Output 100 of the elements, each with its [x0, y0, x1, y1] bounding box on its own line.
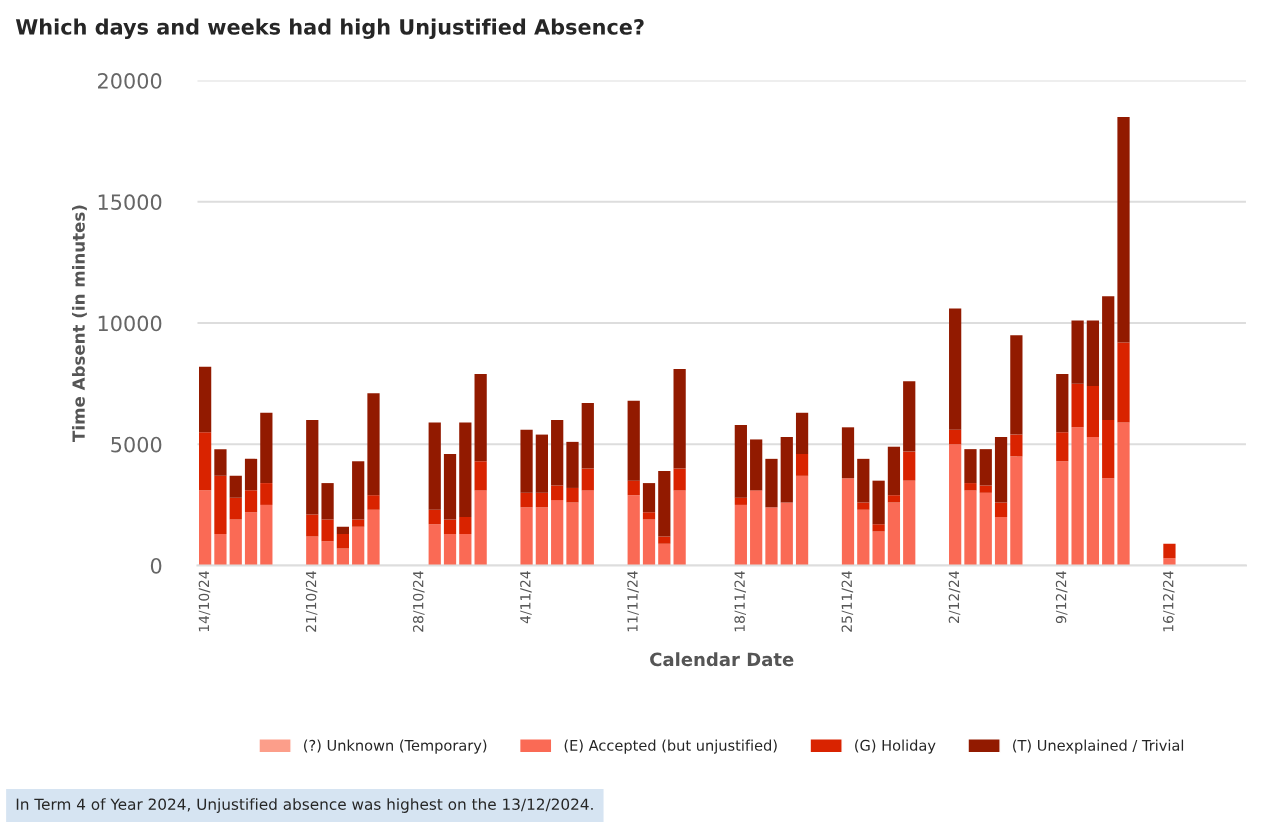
y-tick-label: 5000 [111, 436, 162, 453]
bar [979, 485, 992, 493]
y-axis-title: Time Absent (in minutes) [72, 205, 87, 442]
bar [336, 526, 350, 535]
bar [841, 427, 855, 479]
bar [306, 536, 319, 566]
bar [1102, 296, 1115, 421]
bar [734, 497, 747, 505]
bar [857, 502, 870, 510]
y-tick-label: 20000 [98, 73, 162, 89]
bar [551, 420, 564, 486]
bar [887, 502, 901, 566]
bar [1056, 432, 1069, 462]
chart-title: Which days and weeks had high Unjustified Absence? [15, 18, 644, 39]
legend-label: (G) Holiday [855, 739, 936, 754]
bar [1086, 320, 1100, 387]
bar [260, 483, 273, 505]
bar [658, 536, 671, 544]
bar [1117, 342, 1130, 423]
bar [520, 492, 533, 508]
bar [949, 308, 962, 430]
bar [474, 461, 487, 491]
bar [214, 449, 227, 476]
bar [795, 453, 809, 476]
bar [459, 517, 472, 535]
bar [214, 475, 227, 535]
bar [1117, 116, 1130, 343]
bar [566, 487, 579, 503]
bar [658, 470, 671, 537]
bar [1071, 320, 1084, 384]
x-tick-label: 16/12/24 [1162, 571, 1175, 632]
y-tick-label: 10000 [98, 315, 162, 332]
bar [765, 507, 778, 566]
bar [199, 490, 212, 566]
bar [642, 483, 656, 513]
bar [673, 369, 686, 469]
bar [1010, 434, 1023, 457]
bar [994, 502, 1008, 518]
bar [887, 495, 901, 503]
x-axis-title: Calendar Date [650, 652, 794, 667]
x-tick-label: 14/10/24 [198, 571, 211, 632]
bar [1071, 383, 1084, 428]
bar [750, 439, 763, 491]
bar [321, 483, 334, 520]
bar [780, 502, 793, 566]
bar [1010, 335, 1023, 435]
bar [979, 492, 992, 566]
bar [964, 449, 977, 484]
bar [994, 437, 1008, 503]
bar [841, 478, 855, 566]
bar [443, 453, 457, 520]
bar [642, 512, 656, 520]
x-tick-label: 11/11/24 [627, 571, 639, 632]
bar [734, 424, 747, 498]
bar [244, 458, 258, 491]
bar [673, 468, 686, 491]
bar [627, 480, 640, 496]
bar [214, 534, 227, 566]
bar [627, 495, 640, 566]
bar [367, 509, 380, 566]
bar [459, 422, 472, 518]
bar [872, 524, 885, 532]
bar [1086, 386, 1100, 438]
bar [795, 412, 809, 454]
bar [367, 393, 380, 496]
bar [336, 534, 350, 549]
bar [765, 458, 778, 508]
text: In Term 4 of Year 2024, Unjustified absence was highest on the 13/12/2024. [16, 798, 593, 813]
bar [551, 500, 564, 566]
x-tick-label: 18/11/24 [734, 571, 746, 632]
bar [642, 519, 656, 566]
bar [994, 517, 1008, 566]
bar [428, 422, 441, 510]
bar [857, 458, 870, 503]
bar [581, 468, 594, 491]
bar [949, 444, 962, 566]
bar [903, 381, 916, 452]
x-tick-label: 2/12/24 [948, 571, 961, 623]
bar [750, 490, 763, 566]
bar [199, 432, 212, 491]
bar [872, 480, 885, 525]
legend-label: (?) Unknown (Temporary) [304, 739, 487, 754]
bar [260, 412, 273, 484]
bar [244, 490, 258, 513]
bar [1102, 478, 1115, 566]
bar [1163, 543, 1176, 559]
bar [459, 534, 472, 566]
bar [673, 490, 686, 566]
bar [306, 514, 319, 537]
bar [352, 519, 365, 527]
bar [1056, 373, 1069, 433]
bar [260, 504, 273, 566]
x-tick-label: 25/11/24 [841, 571, 854, 632]
bar [581, 403, 594, 469]
bar [306, 420, 319, 515]
x-tick-label: 4/11/24 [520, 571, 532, 624]
bar [474, 490, 487, 566]
bar [780, 437, 793, 503]
bar [229, 475, 242, 498]
bar [551, 485, 564, 501]
